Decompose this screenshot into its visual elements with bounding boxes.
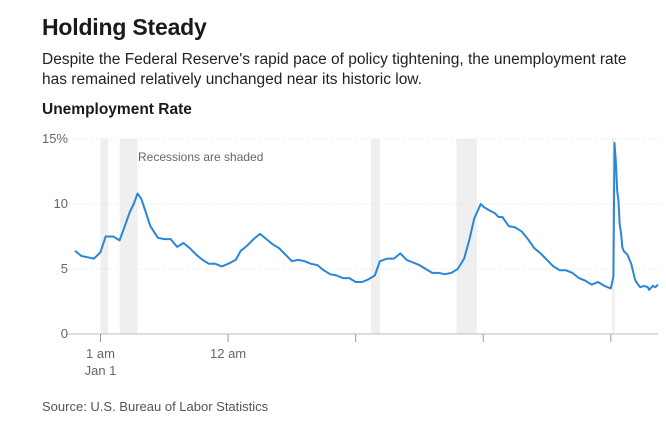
chart-heading: Unemployment Rate [42, 101, 192, 118]
recession-shading [100, 139, 615, 334]
x-axis-labels: 1 am Jan 1 12 am [85, 346, 247, 378]
unemployment-line [74, 141, 659, 291]
grid-lines [66, 138, 658, 335]
y-tick-label: 0 [61, 326, 68, 341]
chart-subtitle: Despite the Federal Reserve's rapid pace… [42, 51, 627, 88]
line-chart: 0 5 10 15% 1 am Jan 1 12 am Recessions are sh… [42, 131, 659, 378]
y-axis-labels: 0 5 10 15% [42, 131, 68, 341]
recession-band [119, 139, 138, 334]
recession-band [100, 139, 109, 334]
x-tick-label: 12 am [210, 346, 246, 361]
x-tick-sublabel: Jan 1 [85, 363, 117, 378]
chart-title: Holding Steady [42, 14, 207, 40]
recession-note: Recessions are shaded [138, 150, 263, 164]
x-axis-ticks [100, 334, 612, 342]
recession-band [456, 139, 477, 334]
recession-band [370, 139, 380, 334]
y-tick-label: 10 [54, 196, 68, 211]
y-tick-label: 15% [42, 131, 68, 146]
source-note: Source: U.S. Bureau of Labor Statistics [42, 399, 269, 414]
x-tick-label: 1 am [86, 346, 115, 361]
y-tick-label: 5 [61, 261, 68, 276]
